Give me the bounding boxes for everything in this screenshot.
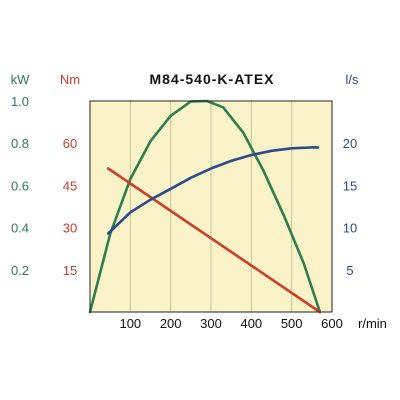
flow-curve (106, 146, 320, 235)
power-unit-label: kW (11, 72, 31, 87)
grid (129, 101, 293, 312)
torque-tick-label: 60 (63, 136, 77, 151)
x-tick-label: 600 (321, 316, 343, 331)
flow-tick-label: 20 (343, 136, 357, 151)
x-tick-label: 500 (281, 316, 303, 331)
x-tick-label: 400 (240, 316, 262, 331)
tick-labels: 1.0 0.8 0.6 0.4 0.2 60 45 30 15 20 15 10 5 100 200 300 4… (11, 94, 357, 331)
x-unit-label: r/min (358, 316, 387, 331)
flow-tick-label: 5 (346, 263, 353, 278)
power-tick-label: 1.0 (11, 94, 29, 109)
x-tick-label: 300 (200, 316, 222, 331)
power-tick-label: 0.6 (11, 178, 29, 193)
torque-curve (106, 167, 322, 314)
plot-frame (89, 100, 333, 313)
torque-tick-label: 30 (63, 221, 77, 236)
power-tick-label: 0.2 (11, 263, 29, 278)
flow-tick-label: 10 (343, 221, 357, 236)
x-tick-label: 200 (160, 316, 182, 331)
flow-tick-label: 15 (343, 178, 357, 193)
power-tick-label: 0.8 (11, 136, 29, 151)
torque-tick-label: 45 (63, 178, 77, 193)
x-tick-label: 100 (119, 316, 141, 331)
flow-unit-label: l/s (346, 72, 360, 87)
torque-unit-label: Nm (60, 72, 80, 87)
chart-title: M84-540-K-ATEX (150, 71, 275, 87)
torque-tick-label: 15 (63, 263, 77, 278)
power-tick-label: 0.4 (11, 221, 29, 236)
